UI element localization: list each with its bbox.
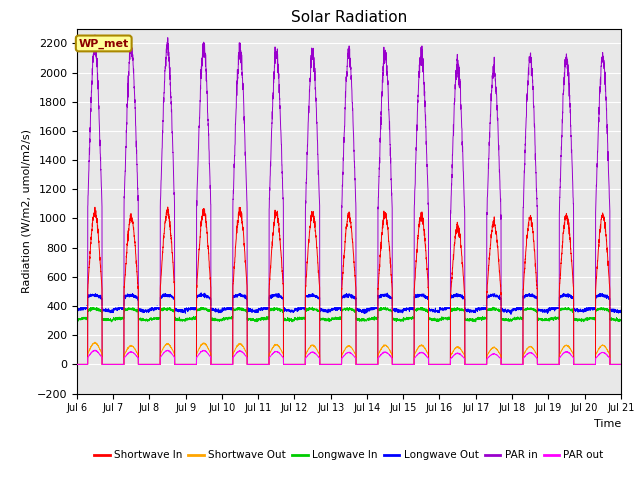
- Text: WP_met: WP_met: [79, 38, 129, 48]
- Title: Solar Radiation: Solar Radiation: [291, 10, 407, 25]
- Y-axis label: Radiation (W/m2, umol/m2/s): Radiation (W/m2, umol/m2/s): [21, 129, 31, 293]
- X-axis label: Time: Time: [593, 419, 621, 429]
- Legend: Shortwave In, Shortwave Out, Longwave In, Longwave Out, PAR in, PAR out: Shortwave In, Shortwave Out, Longwave In…: [90, 446, 608, 465]
